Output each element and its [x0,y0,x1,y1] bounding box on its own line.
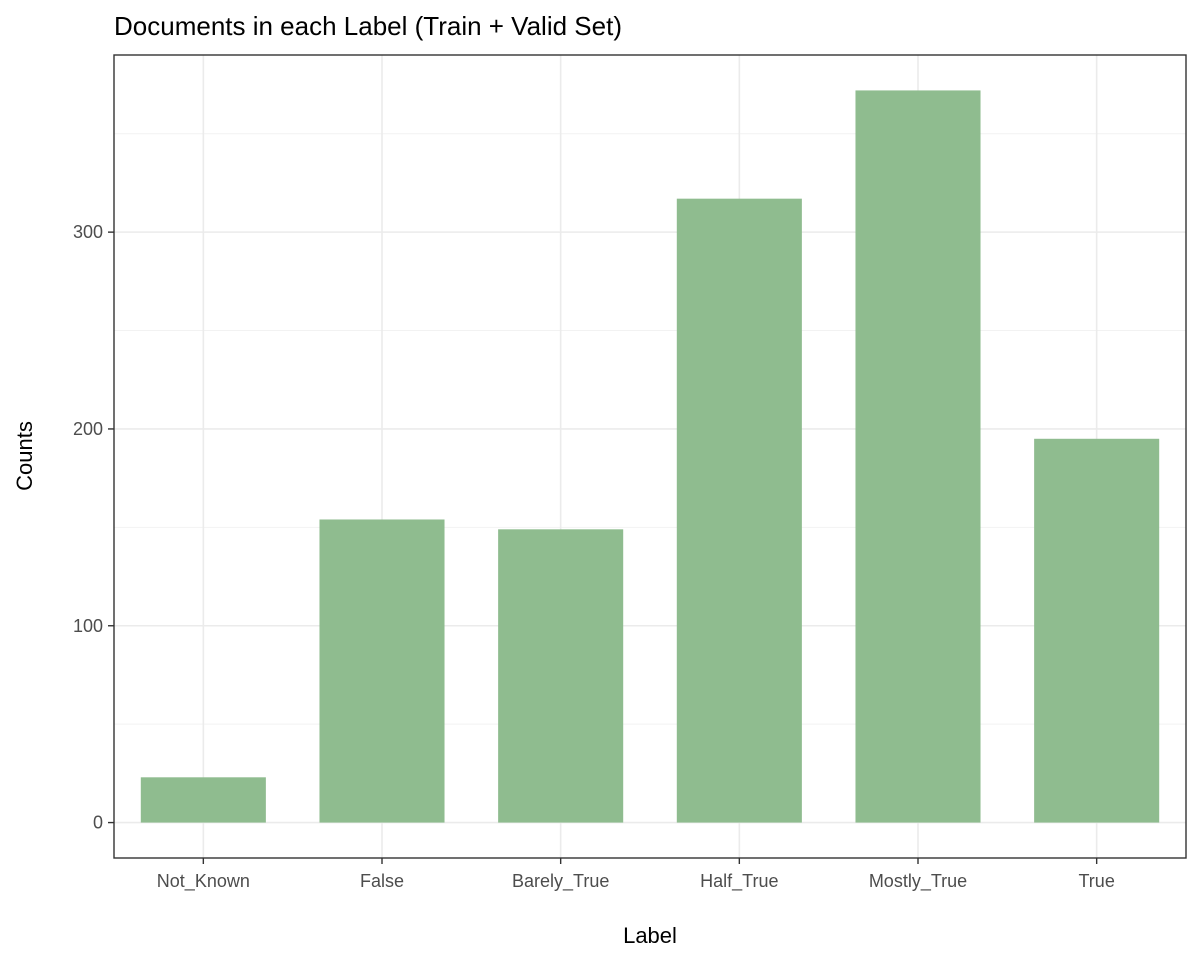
bar [140,777,266,823]
x-tick-label: Not_Known [157,871,250,892]
plot-panel [114,55,1186,858]
x-axis: Not_Known False Barely_True Half_True Mostly… [157,858,1115,892]
bar [855,90,981,823]
plot-panel-border [113,54,1187,859]
bar [1034,438,1160,823]
bars [140,90,1160,823]
y-axis: 0 100 200 300 [73,222,114,833]
y-tick-label: 100 [73,616,103,636]
bar [319,519,445,823]
x-tick-label: False [360,871,404,891]
bar [498,529,624,823]
y-tick-label: 0 [93,813,103,833]
chart-title: Documents in each Label (Train + Valid S… [114,11,622,41]
minor-gridlines [114,133,1186,725]
x-tick-label: True [1078,871,1114,891]
y-axis-title: Counts [12,421,37,491]
x-tick-label: Half_True [700,871,778,892]
x-tick-label: Barely_True [512,871,609,892]
x-tick-label: Mostly_True [869,871,967,892]
y-tick-label: 300 [73,222,103,242]
y-tick-label: 200 [73,419,103,439]
x-axis-title: Label [623,923,677,948]
bar [676,198,802,823]
